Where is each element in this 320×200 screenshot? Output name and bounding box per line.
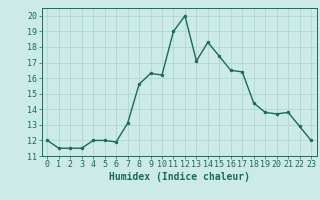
X-axis label: Humidex (Indice chaleur): Humidex (Indice chaleur): [109, 172, 250, 182]
